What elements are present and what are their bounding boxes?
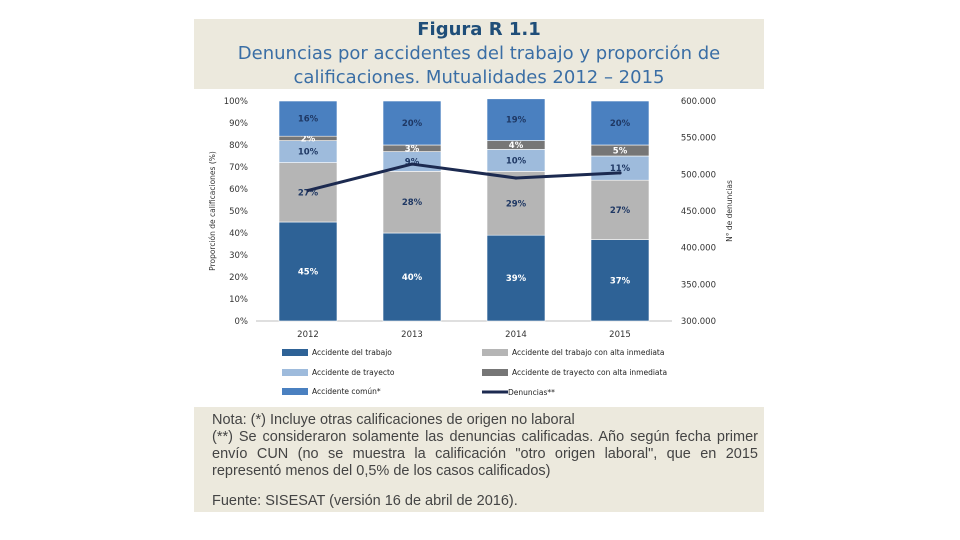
y-right-tick-label: 450.000 <box>681 207 716 217</box>
x-tick-label: 2015 <box>609 330 631 340</box>
figure-title: Denuncias por accidentes del trabajo y p… <box>237 43 721 88</box>
bar-segment <box>278 162 338 223</box>
bar-segment <box>486 171 546 236</box>
legend-label: Accidente del trabajo con alta inmediata <box>512 348 664 357</box>
bar-data-label: 4% <box>509 141 524 151</box>
legend-label: Accidente del trabajo <box>312 348 392 357</box>
denuncias-point <box>514 176 518 180</box>
bar-segment <box>590 100 650 146</box>
notes: Nota: (*) Incluye otras calificaciones d… <box>212 412 758 480</box>
x-tick-label: 2012 <box>297 330 319 340</box>
bar-data-label: 16% <box>298 115 319 125</box>
bar-data-label: 29% <box>506 199 527 209</box>
bar-data-label: 19% <box>506 116 527 126</box>
y-right-tick-label: 350.000 <box>681 280 716 290</box>
bar-data-label: 40% <box>402 273 423 283</box>
y-tick-label: 0% <box>235 317 249 327</box>
legend-swatch <box>282 349 308 356</box>
legend-swatch <box>282 369 308 376</box>
legend-swatch <box>482 349 508 356</box>
legend-label: Accidente de trayecto <box>312 368 395 377</box>
y-right-tick-label: 600.000 <box>681 97 716 107</box>
bar-data-label: 27% <box>298 188 319 198</box>
legend-label: Denuncias** <box>508 388 555 397</box>
bar-data-label: 39% <box>506 274 527 284</box>
bar-segment <box>382 232 442 322</box>
bar-data-label: 10% <box>506 156 527 166</box>
bar-segment <box>486 98 546 141</box>
stacked-bar-chart: 0% 10% 20% 30% 40% 50% 60% 70% 80% 90% 100% 300.000… <box>208 97 734 397</box>
y-tick-label: 40% <box>229 229 248 239</box>
bar-segment <box>382 171 442 234</box>
bar-data-label: 10% <box>298 148 319 158</box>
bar-segment <box>278 221 338 322</box>
note-line-2: (**) Se consideraron solamente las denun… <box>212 429 758 479</box>
bar-segment <box>590 239 650 322</box>
chart-area: 0% 10% 20% 30% 40% 50% 60% 70% 80% 90% 100% 300.000… <box>194 89 764 407</box>
x-tick-label: 2013 <box>401 330 423 340</box>
bar-segment <box>486 234 546 322</box>
bar-data-label: 27% <box>610 206 631 216</box>
figure-label: Figura R 1.1 <box>417 19 541 40</box>
denuncias-point <box>410 162 414 166</box>
y-axis-title: Proporción de calificaciones (%) <box>208 151 217 271</box>
denuncias-point <box>306 188 310 193</box>
y-tick-label: 90% <box>229 119 248 129</box>
y-tick-label: 50% <box>229 207 248 217</box>
y-tick-label: 100% <box>224 97 248 107</box>
denuncias-point <box>618 171 622 175</box>
bar-segment <box>590 155 650 181</box>
bar-segment <box>278 100 338 137</box>
y-tick-label: 70% <box>229 163 248 173</box>
y-right-tick-label: 400.000 <box>681 244 716 254</box>
bar-data-label: 20% <box>610 119 631 129</box>
bar-data-label: 5% <box>613 147 628 157</box>
source-note: Fuente: SISESAT (versión 16 de abril de … <box>212 493 518 509</box>
y-right-axis-title: N° de denuncias <box>725 180 734 242</box>
y-tick-label: 30% <box>229 251 248 261</box>
bar-data-label: 11% <box>610 164 631 174</box>
note-line-1: Nota: (*) Incluye otras calificaciones d… <box>212 412 575 428</box>
y-tick-label: 10% <box>229 295 248 305</box>
legend-swatch <box>482 369 508 376</box>
y-tick-label: 60% <box>229 185 248 195</box>
x-tick-label: 2014 <box>505 330 527 340</box>
bar-data-label: 28% <box>402 198 423 208</box>
y-right-tick-label: 300.000 <box>681 317 716 327</box>
bar-data-label: 2% <box>301 134 316 144</box>
y-right-tick-label: 500.000 <box>681 170 716 180</box>
bar-data-label: 37% <box>610 276 631 286</box>
bar-data-label: 45% <box>298 268 319 278</box>
bar-segment <box>382 100 442 146</box>
bar-data-label: 20% <box>402 119 423 129</box>
legend-label: Accidente de trayecto con alta inmediata <box>512 368 667 377</box>
legend-swatch <box>282 388 308 395</box>
y-tick-label: 20% <box>229 273 248 283</box>
bar-data-label: 3% <box>405 144 420 154</box>
denuncias-line <box>307 162 621 192</box>
y-right-tick-label: 550.000 <box>681 134 716 144</box>
y-tick-label: 80% <box>229 141 248 151</box>
legend-label: Accidente común* <box>312 387 381 396</box>
